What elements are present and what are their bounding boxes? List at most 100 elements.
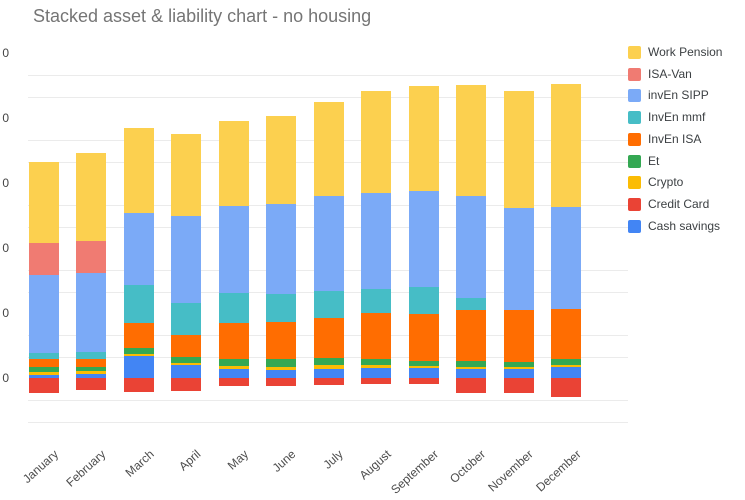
bar-segment-crypto-march[interactable] — [123, 353, 154, 356]
bar-segment-cash-savings-june[interactable] — [266, 369, 297, 379]
bar-segment-work-pension-april[interactable] — [171, 133, 202, 216]
bar-segment-work-pension-march[interactable] — [123, 127, 154, 214]
bar-segment-et-october[interactable] — [456, 361, 487, 367]
bar-segment-inven-sipp-may[interactable] — [218, 206, 249, 294]
bar-segment-work-pension-august[interactable] — [361, 90, 392, 193]
bar-segment-isa-van-january[interactable] — [29, 243, 59, 275]
bar-segment-credit-card-december[interactable] — [550, 378, 581, 397]
bar-segment-work-pension-october[interactable] — [456, 84, 487, 197]
bar-segment-cash-savings-december[interactable] — [550, 367, 581, 379]
bar-segment-credit-card-november[interactable] — [503, 378, 534, 394]
bar-segment-et-may[interactable] — [218, 359, 249, 366]
bar-segment-inven-isa-march[interactable] — [123, 322, 154, 349]
bar-segment-crypto-december[interactable] — [550, 365, 581, 368]
bar-segment-inven-mmf-march[interactable] — [123, 284, 154, 323]
bar-segment-inven-sipp-july[interactable] — [313, 195, 344, 291]
bar-segment-et-december[interactable] — [550, 359, 581, 366]
bar-segment-inven-mmf-july[interactable] — [313, 291, 344, 319]
bar-segment-crypto-january[interactable] — [29, 371, 59, 375]
bar-segment-credit-card-may[interactable] — [218, 378, 249, 387]
bar-segment-inven-mmf-january[interactable] — [29, 352, 59, 360]
bar-segment-cash-savings-april[interactable] — [171, 365, 202, 379]
bar-segment-crypto-october[interactable] — [456, 366, 487, 369]
bar-segment-credit-card-february[interactable] — [76, 378, 107, 391]
bar-segment-et-february[interactable] — [76, 366, 107, 371]
bar-segment-credit-card-august[interactable] — [361, 378, 392, 385]
bar-segment-inven-isa-october[interactable] — [456, 309, 487, 361]
bar-segment-inven-isa-february[interactable] — [76, 358, 107, 367]
legend-item-work-pension[interactable]: Work Pension — [628, 43, 745, 63]
bar-segment-inven-sipp-february[interactable] — [76, 273, 107, 352]
bar-segment-cash-savings-january[interactable] — [29, 374, 59, 379]
legend-item-isa-van[interactable]: ISA-Van — [628, 65, 745, 85]
bar-segment-et-july[interactable] — [313, 358, 344, 365]
bar-segment-inven-isa-may[interactable] — [218, 322, 249, 360]
bar-segment-inven-sipp-april[interactable] — [171, 215, 202, 303]
legend-item-inven-isa[interactable]: InvEn ISA — [628, 130, 745, 150]
bar-segment-cash-savings-october[interactable] — [456, 369, 487, 379]
bar-segment-cash-savings-november[interactable] — [503, 369, 534, 379]
bar-segment-credit-card-march[interactable] — [123, 378, 154, 393]
bar-segment-credit-card-september[interactable] — [408, 378, 439, 385]
bar-segment-inven-sipp-march[interactable] — [123, 213, 154, 285]
bar-segment-crypto-june[interactable] — [266, 366, 297, 370]
bar-segment-inven-isa-june[interactable] — [266, 321, 297, 360]
bar-segment-cash-savings-february[interactable] — [76, 374, 107, 379]
bar-segment-inven-sipp-september[interactable] — [408, 190, 439, 287]
bar-segment-inven-isa-january[interactable] — [29, 359, 59, 368]
bar-segment-et-september[interactable] — [408, 361, 439, 366]
bar-segment-inven-mmf-february[interactable] — [76, 351, 107, 359]
legend-item-credit-card[interactable]: Credit Card — [628, 195, 745, 215]
bar-segment-inven-mmf-june[interactable] — [266, 294, 297, 322]
bar-segment-inven-sipp-november[interactable] — [503, 208, 534, 310]
bar-segment-credit-card-april[interactable] — [171, 378, 202, 392]
bar-segment-work-pension-december[interactable] — [550, 83, 581, 208]
bar-segment-credit-card-january[interactable] — [29, 378, 59, 394]
bar-segment-cash-savings-march[interactable] — [123, 356, 154, 379]
bar-segment-et-april[interactable] — [171, 357, 202, 363]
bar-segment-et-november[interactable] — [503, 361, 534, 367]
bar-segment-inven-sipp-june[interactable] — [266, 203, 297, 295]
bar-segment-work-pension-february[interactable] — [76, 153, 107, 241]
bar-segment-credit-card-june[interactable] — [266, 378, 297, 387]
bar-segment-cash-savings-may[interactable] — [218, 369, 249, 379]
bar-segment-inven-isa-april[interactable] — [171, 335, 202, 358]
bar-segment-inven-isa-november[interactable] — [503, 309, 534, 362]
bar-segment-crypto-april[interactable] — [171, 363, 202, 366]
bar-segment-work-pension-november[interactable] — [503, 91, 534, 208]
bar-segment-credit-card-july[interactable] — [313, 378, 344, 386]
legend-item-inven-sipp[interactable]: invEn SIPP — [628, 86, 745, 106]
bar-segment-credit-card-october[interactable] — [456, 378, 487, 393]
bar-segment-cash-savings-august[interactable] — [361, 368, 392, 379]
bar-segment-crypto-february[interactable] — [76, 371, 107, 374]
bar-segment-isa-van-february[interactable] — [76, 241, 107, 273]
bar-segment-crypto-november[interactable] — [503, 366, 534, 369]
bar-segment-inven-mmf-september[interactable] — [408, 286, 439, 314]
bar-segment-cash-savings-september[interactable] — [408, 368, 439, 379]
bar-segment-crypto-september[interactable] — [408, 366, 439, 368]
bar-segment-crypto-july[interactable] — [313, 364, 344, 369]
bar-segment-inven-sipp-january[interactable] — [29, 275, 59, 353]
bar-segment-work-pension-january[interactable] — [29, 162, 59, 244]
chart-title[interactable]: Stacked asset & liability chart - no hou… — [33, 6, 372, 26]
bar-segment-inven-sipp-august[interactable] — [361, 192, 392, 289]
bar-segment-inven-sipp-october[interactable] — [456, 196, 487, 299]
legend-item-et[interactable]: Et — [628, 152, 745, 172]
bar-segment-inven-isa-july[interactable] — [313, 318, 344, 359]
bar-segment-et-march[interactable] — [123, 348, 154, 354]
bar-segment-work-pension-july[interactable] — [313, 101, 344, 196]
bar-segment-work-pension-september[interactable] — [408, 85, 439, 191]
bar-segment-inven-isa-december[interactable] — [550, 308, 581, 360]
bar-segment-et-august[interactable] — [361, 359, 392, 366]
bar-segment-work-pension-may[interactable] — [218, 120, 249, 207]
bar-segment-et-january[interactable] — [29, 367, 59, 372]
legend-item-inven-mmf[interactable]: InvEn mmf — [628, 108, 745, 128]
bar-segment-et-june[interactable] — [266, 359, 297, 367]
bar-segment-crypto-may[interactable] — [218, 366, 249, 370]
bar-segment-inven-isa-august[interactable] — [361, 312, 392, 360]
bar-segment-inven-mmf-april[interactable] — [171, 302, 202, 336]
bar-segment-crypto-august[interactable] — [361, 365, 392, 369]
legend-item-cash-savings[interactable]: Cash savings — [628, 217, 745, 237]
bar-segment-inven-mmf-august[interactable] — [361, 288, 392, 313]
bar-segment-work-pension-june[interactable] — [266, 116, 297, 204]
